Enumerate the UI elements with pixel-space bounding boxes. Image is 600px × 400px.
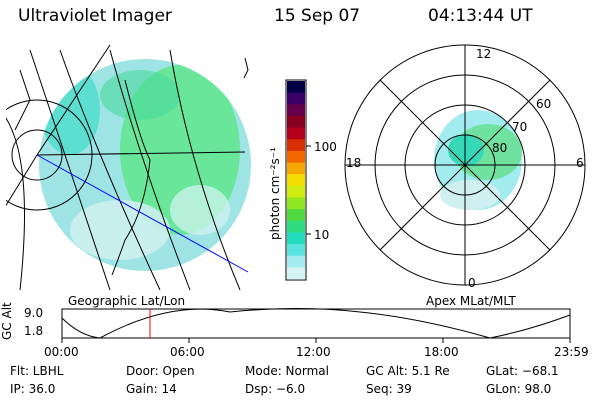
colorbar-tick-100: 100 [314,140,337,154]
time-tick-1: 06:00 [170,345,205,359]
colorbar-segment [287,92,305,105]
info-ip: IP: 36.0 [10,382,56,396]
colorbar-segment [287,244,305,257]
left-panel-label: Geographic Lat/Lon [68,294,186,308]
colorbar-segment [287,81,305,94]
colorbar-segment [287,139,305,152]
mlat-label-80: 80 [492,141,508,155]
info-mode: Mode: Normal [245,364,329,378]
time-tick-4: 23:59 [554,345,589,359]
colorbar-segment [287,185,305,199]
colorbar-segment [287,115,305,129]
blue-track-line [36,154,249,273]
colorbar-segment [287,150,305,164]
colorbar-segment [287,174,305,187]
time-tick-0: 00:00 [44,345,79,359]
mlt-label-top: 12 [476,47,492,61]
altitude-ylabel: GC Alt [0,302,14,340]
info-glat: GLat: −68.1 [486,364,559,378]
colorbar-segment [287,127,305,140]
instrument-title: Ultraviolet Imager [18,6,172,26]
colorbar-segment [287,220,305,234]
info-seq: Seq: 39 [366,382,412,396]
colorbar-segment [287,267,305,280]
colorbar-segment [287,197,305,210]
lat-lon-grid [6,44,249,290]
info-door: Door: Open [126,364,195,378]
time-tick-2: 12:00 [296,345,331,359]
mlt-label-right: 6 [576,156,584,170]
polar-grid [344,44,586,286]
info-flt: Flt: LBHL [10,364,64,378]
time-tick-3: 18:00 [424,345,459,359]
mlat-label-60: 60 [536,97,552,111]
right-panel-label: Apex MLat/MLT [426,294,516,308]
info-dsp: Dsp: −6.0 [245,382,306,396]
colorbar-tick-10: 10 [314,228,330,242]
altitude-ytick-1-8: 1.8 [24,324,44,338]
colorbar-segment [287,104,305,117]
info-glon: GLon: 98.0 [486,382,552,396]
colorbar-segment [287,232,305,245]
date-label: 15 Sep 07 [274,6,361,26]
colorbar-segment [287,162,305,175]
altitude-curve [61,308,571,339]
mlt-label-bottom: 0 [468,276,476,290]
altitude-ytick-9: 9.0 [24,306,44,320]
colorbar-segment [287,209,305,222]
info-gain: Gain: 14 [126,382,177,396]
mlt-label-left: 18 [346,156,362,170]
colorbar-segment [287,255,305,268]
info-gcalt: GC Alt: 5.1 Re [366,364,450,378]
mlat-label-70: 70 [512,120,528,134]
time-label: 04:13:44 UT [428,6,533,26]
